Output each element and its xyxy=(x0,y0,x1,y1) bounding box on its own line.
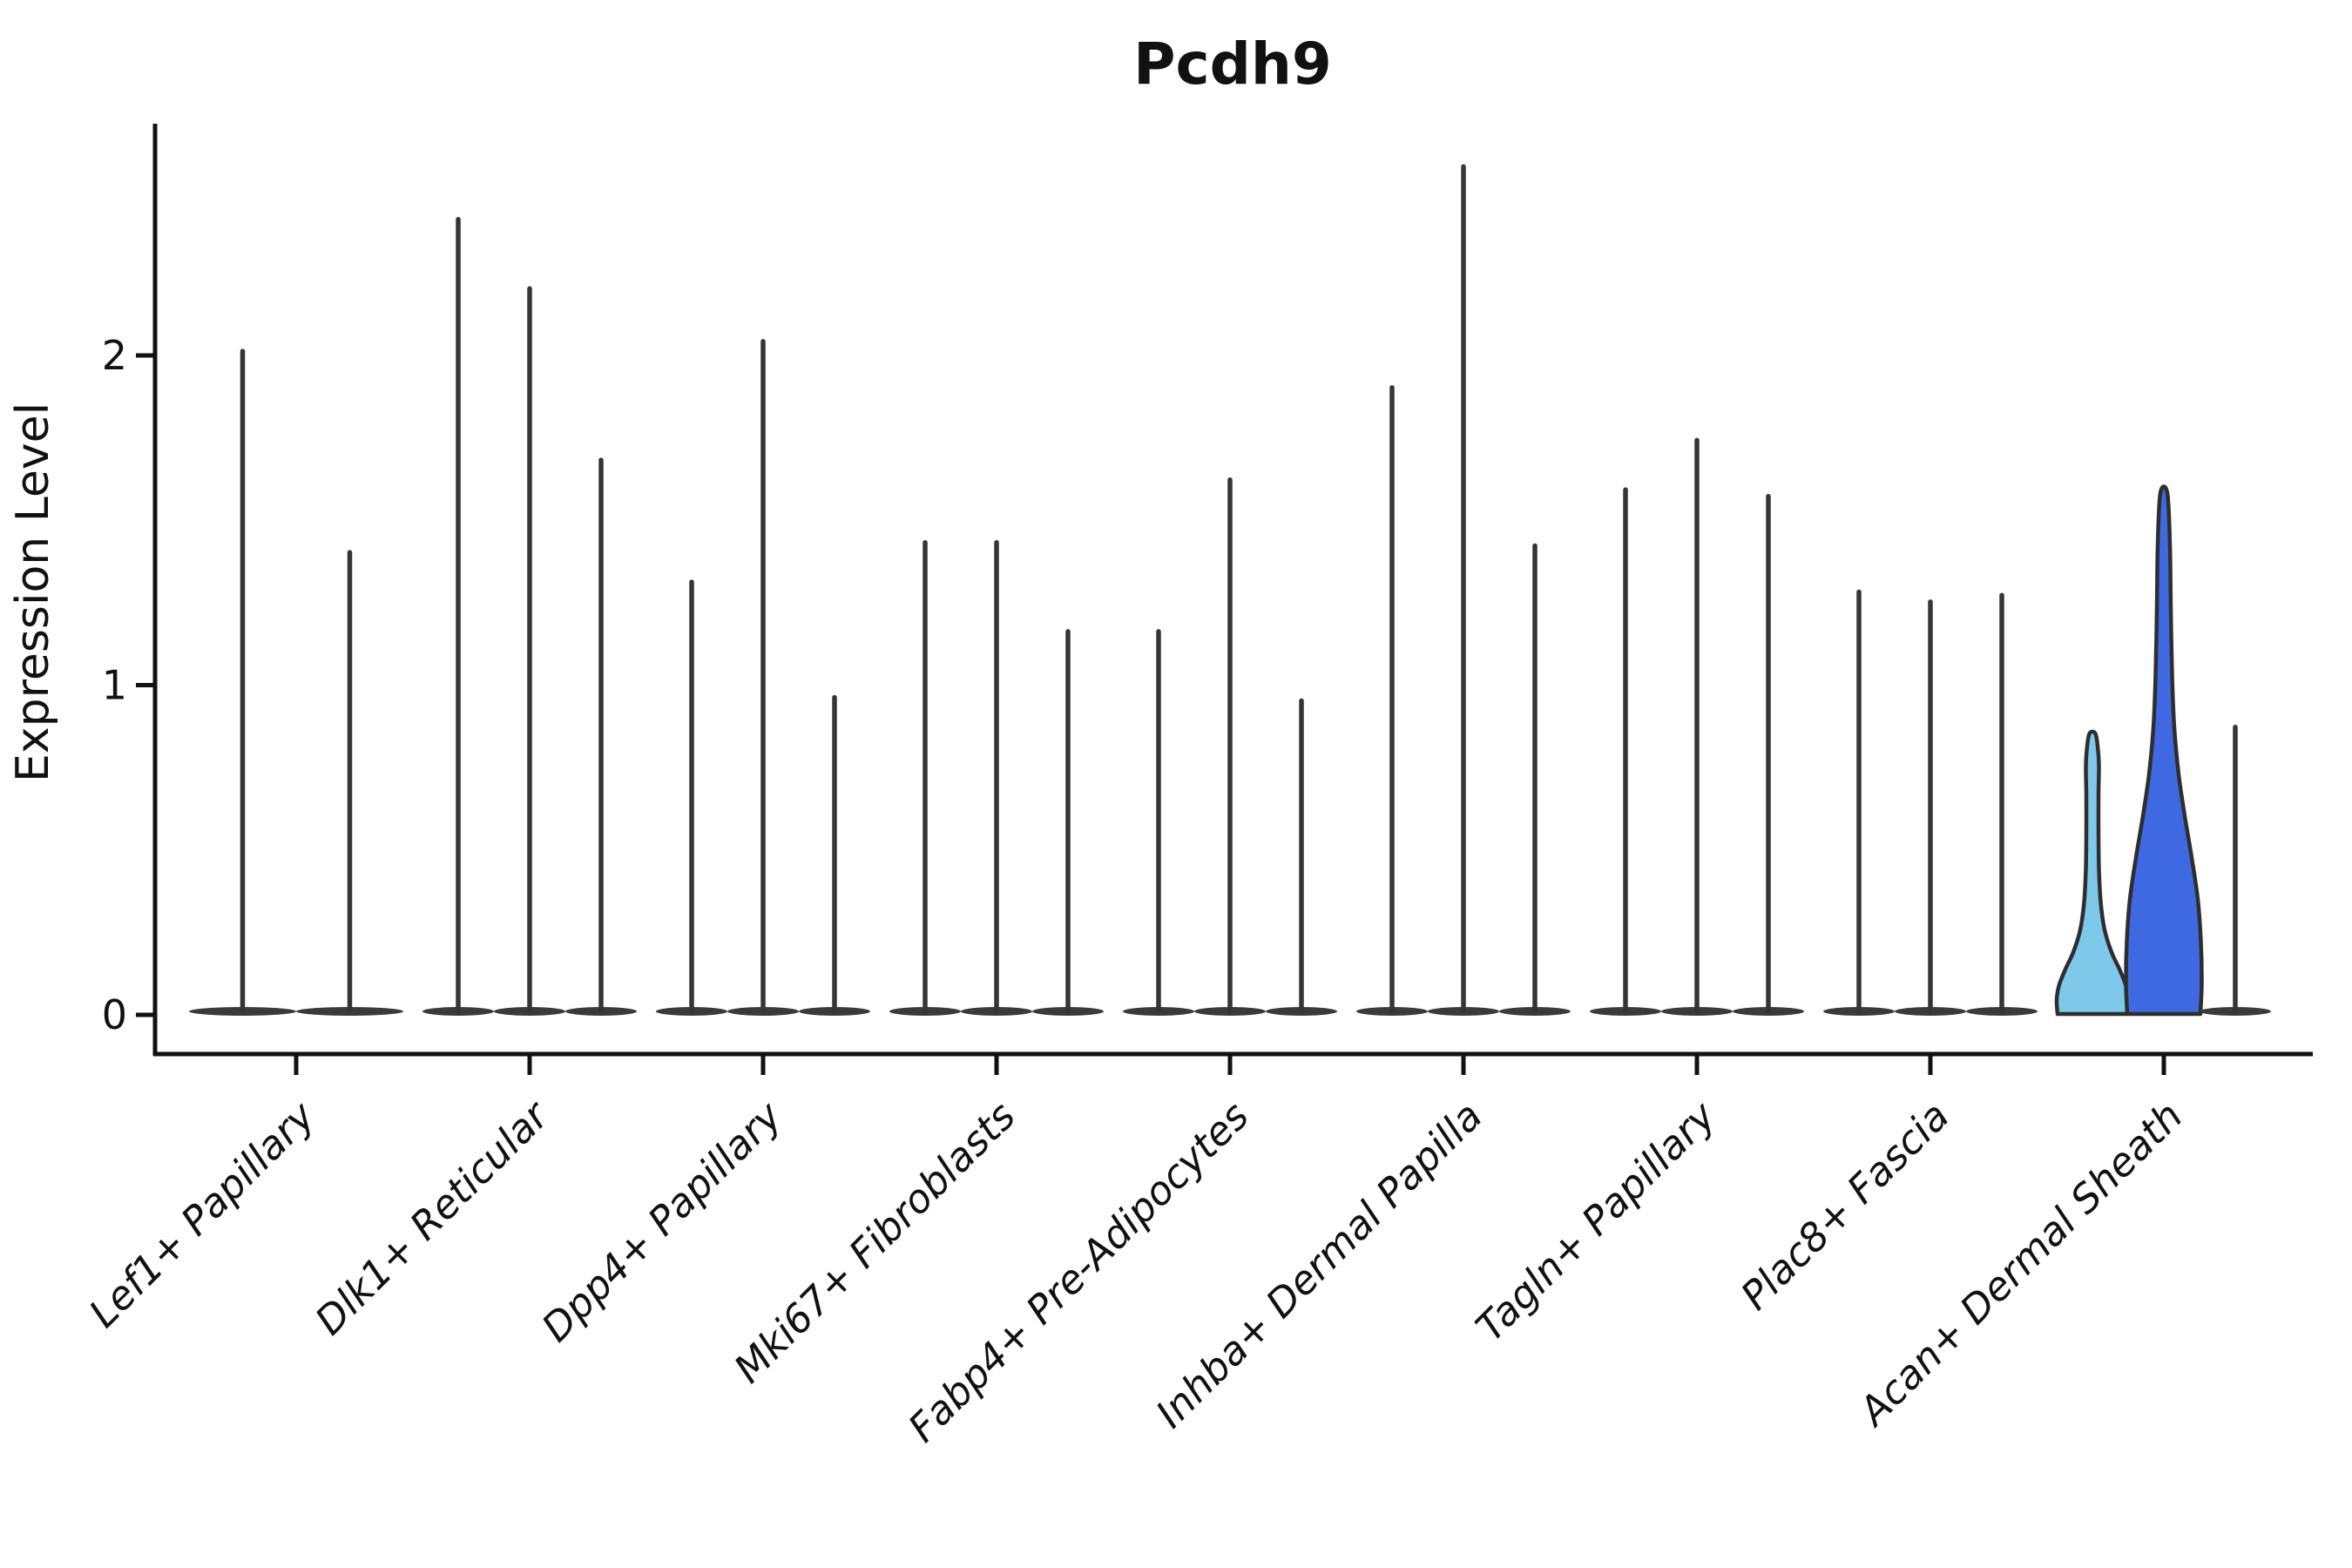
violin-spike xyxy=(832,694,837,1013)
violin-spike xyxy=(456,217,461,1013)
violin-spike xyxy=(1389,385,1395,1013)
violin-spike xyxy=(347,550,353,1013)
violin-spike xyxy=(527,286,532,1013)
violin-spike xyxy=(1532,543,1538,1013)
violin-spike xyxy=(1156,629,1161,1013)
x-tick-label: Plac8+ Fascia xyxy=(1732,1092,1958,1319)
violin-spike xyxy=(1999,592,2004,1013)
y-axis-label: Expression Level xyxy=(7,402,59,782)
violin-spike xyxy=(1694,437,1700,1013)
y-tick-label: 2 xyxy=(102,332,127,379)
x-tick-label: Dpp4+ Papillary xyxy=(533,1092,792,1350)
x-tick-label: Lef1+ Papillary xyxy=(80,1092,325,1336)
violin-spike xyxy=(1623,487,1628,1013)
x-tick-label: Dlk1+ Reticular xyxy=(306,1092,558,1344)
violin-flask xyxy=(2124,484,2204,1017)
violin-spike xyxy=(1928,599,1933,1013)
violin-spike xyxy=(760,339,766,1013)
chart-title: Pcdh9 xyxy=(1133,30,1332,98)
y-tick-label: 1 xyxy=(102,662,127,709)
x-tick-label: Tagln+ Papillary xyxy=(1467,1092,1726,1350)
violin-spike xyxy=(689,579,694,1013)
violin-spike xyxy=(598,457,604,1013)
violin-spike xyxy=(1065,629,1071,1013)
y-tick-label: 0 xyxy=(102,991,127,1038)
violin-spike xyxy=(923,539,928,1013)
violin-spike xyxy=(1856,589,1862,1013)
violin-spike xyxy=(1766,493,1771,1013)
violin-spike xyxy=(1461,164,1466,1014)
violin-spike xyxy=(240,348,246,1013)
violin-spike xyxy=(994,539,999,1013)
violin-spike xyxy=(1299,698,1304,1013)
violin-spike xyxy=(1227,477,1233,1013)
violin-flask xyxy=(2054,729,2131,1017)
axes-layer: 0 1 2 xyxy=(102,124,2313,1057)
violin-spike xyxy=(2233,724,2238,1013)
